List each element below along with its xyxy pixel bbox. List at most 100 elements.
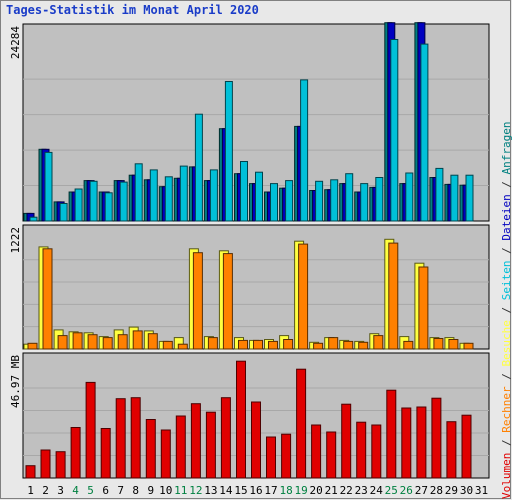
x-tick-label: 30 [460,484,473,497]
bar-rechner-day-1 [27,342,38,350]
x-tick-label: 14 [219,484,233,497]
bar-seiten-day-22 [345,173,354,222]
bar-volumen-day-24 [371,424,382,479]
bar-seiten-day-7 [119,181,128,222]
axis-max-label: 46.97 MB [9,355,22,408]
x-tick-label: 19 [294,484,307,497]
bar-volumen-day-23 [356,421,367,479]
bar-rechner-day-21 [328,337,339,350]
panel-bottom: 46.97 MB [9,352,490,479]
bar-rechner-day-8 [132,330,143,350]
bar-volumen-day-8 [130,397,141,479]
bar-seiten-day-14 [224,81,233,222]
bar-volumen-day-16 [251,401,261,479]
bar-seiten-day-9 [149,169,158,222]
bar-seiten-day-29 [450,174,459,222]
x-tick-label: 21 [325,484,338,497]
legend-separator: / [500,366,512,387]
x-tick-label: 7 [117,484,124,497]
chart-title: Tages-Statistik im Monat April 2020 [6,3,259,17]
bar-rechner-day-9 [147,333,158,350]
bar-volumen-day-4 [70,427,81,479]
x-tick-label: 15 [234,484,247,497]
bar-volumen-day-3 [55,451,66,479]
panel-top: 24284 [9,22,490,222]
panel-middle: 1222 [9,224,490,350]
x-tick-label: 18 [279,484,292,497]
bar-rechner-day-3 [57,335,68,350]
x-tick-label: 1 [27,484,34,497]
bar-volumen-day-17 [266,436,276,479]
x-tick-label: 9 [147,484,154,497]
legend-besuche: Besuche [500,320,512,367]
legend-separator: / [500,432,512,453]
legend-separator: / [500,300,512,321]
bar-rechner-day-11 [177,343,188,350]
bar-seiten-day-11 [179,165,188,222]
bar-volumen-day-19 [296,368,307,479]
bar-rechner-day-22 [343,340,354,350]
x-tick-label: 4 [72,484,79,497]
x-tick-label: 22 [340,484,353,497]
bar-rechner-day-30 [463,342,474,350]
bar-seiten-day-17 [270,183,278,222]
bar-seiten-day-26 [405,172,414,222]
plot-area [22,224,490,350]
bar-rechner-day-19 [298,243,309,350]
bar-volumen-day-30 [461,414,472,479]
bar-seiten-day-5 [89,180,98,222]
bar-volumen-day-22 [341,403,352,479]
bar-rechner-day-26 [403,340,414,350]
x-tick-label: 10 [159,484,172,497]
bar-seiten-day-20 [315,180,324,222]
x-tick-label: 17 [264,484,277,497]
bar-seiten-day-6 [104,192,113,222]
bar-volumen-day-20 [311,424,322,479]
bar-volumen-day-1 [25,465,36,479]
bar-rechner-day-6 [102,337,113,350]
bar-rechner-day-25 [388,242,399,350]
bar-rechner-day-24 [373,335,384,350]
bar-seiten-day-21 [330,179,339,222]
bar-rechner-day-20 [313,342,324,350]
legend-anfragen: Anfragen [500,121,512,175]
bar-rechner-day-29 [448,339,459,350]
legend-separator: / [500,174,512,195]
x-tick-label: 11 [174,484,187,497]
bar-volumen-day-6 [100,428,111,479]
axis-max-label: 1222 [9,227,22,254]
x-tick-label: 13 [204,484,217,497]
bar-seiten-day-12 [194,113,203,222]
legend-volumen: Volumen [500,452,512,499]
bar-seiten-day-28 [435,167,444,222]
bar-seiten-day-1 [29,216,38,222]
bar-rechner-day-12 [192,252,203,350]
bar-seiten-day-2 [44,151,53,222]
bar-seiten-day-3 [59,203,68,222]
bar-rechner-day-7 [117,334,128,350]
x-tick-label: 6 [102,484,109,497]
bar-seiten-day-25 [390,39,399,222]
x-tick-label: 12 [189,484,202,497]
bar-volumen-day-9 [145,419,156,479]
bar-volumen-day-5 [85,381,96,479]
bar-rechner-day-18 [283,339,294,350]
bar-seiten-day-24 [375,177,384,222]
bar-rechner-day-16 [253,339,263,350]
x-tick-label: 16 [249,484,262,497]
x-tick-label: 24 [370,484,384,497]
legend-separator: / [500,240,512,261]
x-tick-label: 2 [42,484,49,497]
bar-volumen-day-7 [115,398,126,479]
bar-rechner-day-13 [207,337,218,350]
bar-volumen-day-26 [401,407,412,479]
bar-rechner-day-15 [238,339,248,350]
bar-volumen-day-25 [386,389,397,479]
legend-rechner: Rechner [500,386,512,433]
x-tick-label: 27 [415,484,428,497]
bar-rechner-day-2 [42,248,53,350]
bar-volumen-day-28 [431,397,442,479]
x-tick-label: 25 [385,484,398,497]
